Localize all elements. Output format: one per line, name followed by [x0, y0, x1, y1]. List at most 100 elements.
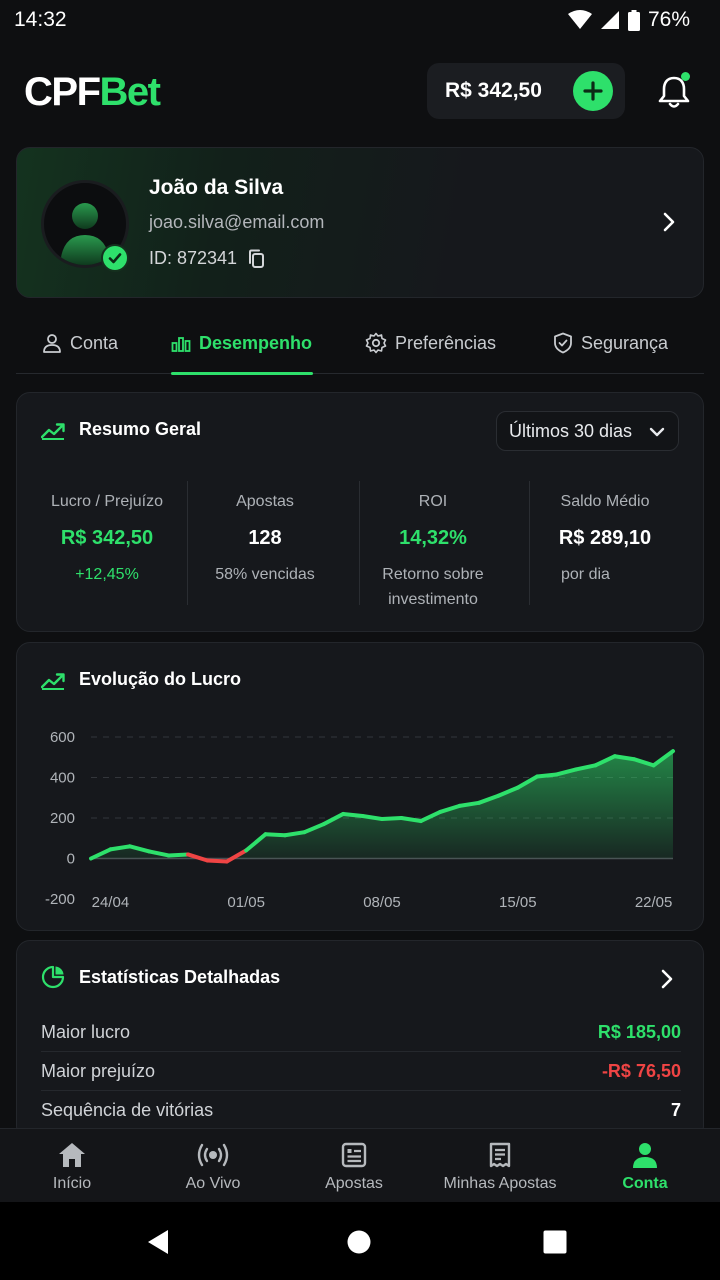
stats-row: Lucro / Prejuízo R$ 342,50 +12,45% Apost… — [17, 481, 705, 608]
home-icon — [59, 1143, 85, 1167]
stat-profit: Lucro / Prejuízo R$ 342,50 +12,45% — [25, 481, 189, 605]
stat-avg-sub: por dia — [561, 566, 610, 583]
stat-profit-value: R$ 342,50 — [60, 527, 154, 549]
copy-icon[interactable] — [247, 249, 267, 269]
notifications-button[interactable] — [654, 72, 694, 112]
detail-row-max-profit: Maior lucro R$ 185,00 — [41, 1013, 681, 1052]
x-tick-label: 24/04 — [92, 894, 130, 911]
profit-line-segment — [496, 785, 520, 798]
x-tick-label: 08/05 — [363, 894, 401, 911]
system-navigation-bar — [0, 1202, 720, 1280]
chevron-down-icon — [649, 427, 665, 437]
chevron-right-icon[interactable] — [657, 210, 681, 234]
profile-name: João da Silva — [149, 176, 284, 199]
logo-text-cpf: CPF — [24, 69, 101, 114]
y-tick-label: 600 — [50, 729, 75, 746]
profile-tabs: Conta Desempenho Preferências Segurança — [16, 312, 704, 375]
profit-line-segment — [321, 811, 346, 827]
profile-id: ID: 872341 — [149, 248, 267, 269]
logo[interactable]: CPFBet — [24, 69, 161, 115]
y-tick-label: 400 — [50, 770, 75, 787]
avatar-person-icon — [60, 203, 110, 265]
period-select-value: Últimos 30 dias — [509, 420, 633, 441]
balance-amount: R$ 342,50 — [445, 79, 542, 102]
gear-icon — [365, 332, 387, 354]
nav-inicio-label: Início — [52, 1175, 92, 1192]
tab-desempenho-label: Desempenho — [199, 332, 313, 353]
home-circle-icon[interactable] — [347, 1230, 371, 1254]
receipt-icon — [489, 1142, 511, 1168]
profit-line-segment — [341, 811, 365, 818]
add-funds-button[interactable] — [573, 71, 613, 111]
chart-title: Evolução do Lucro — [41, 669, 241, 690]
stat-roi: ROI 14,32% Retorno sobre investimento — [361, 481, 505, 608]
shield-icon — [554, 332, 572, 354]
detail-value: 7 — [670, 1100, 681, 1120]
logo-text-bet: Bet — [99, 69, 161, 114]
status-icons: 76% — [567, 8, 690, 32]
details-title: Estatísticas Detalhadas — [41, 965, 280, 989]
status-bar: 14:32 76% — [0, 0, 720, 40]
summary-title-text: Resumo Geral — [79, 419, 202, 439]
detail-row-win-streak: Sequência de vitórias 7 — [41, 1091, 681, 1130]
chevron-right-icon[interactable] — [655, 967, 679, 991]
nav-minhas-apostas[interactable]: Minhas Apostas — [428, 1129, 572, 1203]
stat-avg-value: R$ 289,10 — [558, 527, 652, 549]
profit-line-segment — [418, 809, 443, 824]
details-card[interactable]: Estatísticas Detalhadas Maior lucro R$ 1… — [16, 940, 704, 1140]
nav-apostas[interactable]: Apostas — [282, 1129, 426, 1203]
profit-line-segment — [554, 767, 578, 777]
stat-bets-sub: 58% vencidas — [215, 566, 315, 583]
detail-value: R$ 185,00 — [597, 1021, 681, 1042]
check-icon — [108, 253, 122, 264]
profit-line-segment — [147, 849, 171, 858]
profit-line-segment — [477, 793, 501, 805]
profile-email: joao.silva@email.com — [149, 212, 325, 232]
stat-bets-value: 128 — [248, 527, 282, 549]
details-title-text: Estatísticas Detalhadas — [79, 966, 281, 987]
nav-inicio[interactable]: Início — [0, 1129, 144, 1203]
tab-preferencias-label: Preferências — [395, 332, 497, 353]
profit-line-segment — [186, 852, 210, 863]
profile-id-text: ID: 872341 — [149, 248, 238, 268]
profit-line-segment — [632, 757, 656, 768]
tab-seguranca[interactable]: Segurança — [553, 312, 668, 374]
balance-pill[interactable]: R$ 342,50 — [427, 63, 625, 119]
nav-apostas-label: Apostas — [325, 1175, 383, 1192]
tab-conta[interactable]: Conta — [42, 312, 118, 374]
profile-card[interactable]: João da Silva joao.silva@email.com ID: 8… — [16, 147, 704, 298]
plus-icon — [583, 81, 603, 101]
battery-icon — [627, 9, 640, 31]
tab-preferencias[interactable]: Preferências — [365, 312, 496, 374]
stat-roi-sub: Retorno sobre investimento — [382, 566, 484, 608]
chart-title-text: Evolução do Lucro — [79, 669, 242, 689]
stat-bets: Apostas 128 58% vencidas — [189, 481, 341, 605]
period-select[interactable]: Últimos 30 dias — [496, 411, 679, 451]
y-tick-label: -200 — [45, 891, 75, 908]
summary-title: Resumo Geral — [41, 419, 201, 440]
profit-line-segment — [224, 848, 249, 864]
profit-line-segment — [360, 813, 384, 822]
pie-chart-icon — [41, 965, 65, 989]
verified-badge — [101, 244, 129, 272]
profit-line-segment — [574, 763, 598, 772]
back-icon[interactable] — [146, 1229, 170, 1255]
y-tick-label: 0 — [67, 851, 75, 868]
stat-divider — [187, 481, 188, 605]
profit-line-segment — [399, 816, 423, 824]
status-time: 14:32 — [14, 8, 67, 31]
profit-line-segment — [612, 754, 637, 762]
tab-desempenho[interactable]: Desempenho — [171, 312, 313, 375]
stat-profit-sub: +12,45% — [75, 566, 139, 583]
tab-seguranca-label: Segurança — [581, 332, 669, 353]
nav-ao-vivo[interactable]: Ao Vivo — [141, 1129, 285, 1203]
summary-card: Resumo Geral Últimos 30 dias Lucro / Pre… — [16, 392, 704, 632]
recents-icon[interactable] — [543, 1230, 567, 1254]
profit-line-segment — [535, 772, 559, 779]
stat-avg-balance: Saldo Médio R$ 289,10 por dia — [531, 481, 679, 605]
list-icon — [341, 1142, 367, 1168]
profit-line-segment — [651, 749, 675, 768]
nav-conta[interactable]: Conta — [573, 1129, 717, 1203]
profit-line-chart: -200 0 200 400 600 24/04 01/05 08/05 15/05 22/05 — [45, 729, 675, 911]
x-tick-label: 01/05 — [227, 894, 265, 911]
